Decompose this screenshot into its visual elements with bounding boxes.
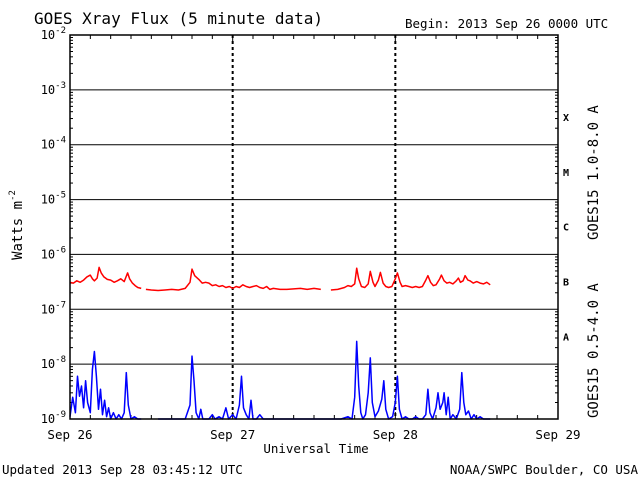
y-tick-exponent: -6 [55, 245, 66, 255]
x-tick-label: Sep 28 [373, 427, 418, 442]
y-tick-label: 10-5 [41, 191, 66, 207]
flare-class-label: M [563, 168, 569, 179]
y-axis-label-exponent: -2 [8, 190, 18, 201]
y-tick-exponent: -7 [55, 300, 66, 310]
y-tick-label: 10-3 [41, 81, 66, 97]
svg-text:Watts m-2: Watts m-2 [8, 190, 26, 260]
legend-short-channel-group: GOES15 0.5-4.0 A [586, 283, 602, 418]
begin-time-label: Begin: 2013 Sep 26 0000 UTC [405, 16, 608, 31]
y-tick-label: 10-7 [41, 300, 66, 316]
y-tick-label: 10-4 [41, 136, 66, 152]
series-line-long-channel [69, 266, 142, 290]
series-line-long-channel [330, 267, 491, 291]
y-tick-base: 10 [41, 412, 55, 426]
x-tick-label: Sep 27 [210, 427, 255, 442]
x-tick-label: Sep 26 [47, 427, 92, 442]
series-line-short-channel [158, 340, 491, 420]
y-tick-base: 10 [41, 138, 55, 152]
y-axis-label: Watts m [10, 201, 26, 260]
legend-short-channel: GOES15 0.5-4.0 A [586, 283, 602, 418]
series-line-short-channel [69, 350, 142, 420]
series-line-long-channel [145, 268, 321, 292]
y-tick-exponent: -5 [55, 191, 66, 201]
y-tick-base: 10 [41, 83, 55, 97]
legend-long-channel-group: GOES15 1.0-8.0 A [586, 105, 602, 240]
credit-label: NOAA/SWPC Boulder, CO USA [450, 462, 639, 477]
y-tick-exponent: -2 [55, 26, 66, 36]
y-tick-exponent: -8 [55, 355, 66, 365]
y-tick-label: 10-6 [41, 245, 66, 261]
flare-class-label: B [563, 278, 569, 289]
legend-long-channel: GOES15 1.0-8.0 A [586, 105, 602, 240]
x-tick-label: Sep 29 [535, 427, 580, 442]
flare-class-label: X [563, 113, 569, 124]
chart-title: GOES Xray Flux (5 minute data) [34, 9, 323, 28]
y-tick-base: 10 [41, 302, 55, 316]
y-tick-label: 10-2 [41, 26, 66, 42]
flare-class-label: A [563, 332, 569, 343]
y-axis-label-group: Watts m-2 [8, 190, 26, 260]
y-tick-exponent: -9 [55, 410, 66, 420]
y-tick-exponent: -3 [55, 81, 66, 91]
y-tick-base: 10 [41, 28, 55, 42]
y-tick-base: 10 [41, 247, 55, 261]
flare-class-label: C [563, 223, 569, 234]
y-tick-base: 10 [41, 193, 55, 207]
plot-frame [69, 34, 559, 420]
y-tick-label: 10-9 [41, 410, 66, 426]
y-tick-exponent: -4 [55, 136, 66, 146]
x-axis-label: Universal Time [263, 441, 368, 456]
y-tick-base: 10 [41, 357, 55, 371]
y-tick-label: 10-8 [41, 355, 66, 371]
updated-timestamp: Updated 2013 Sep 28 03:45:12 UTC [2, 462, 243, 477]
